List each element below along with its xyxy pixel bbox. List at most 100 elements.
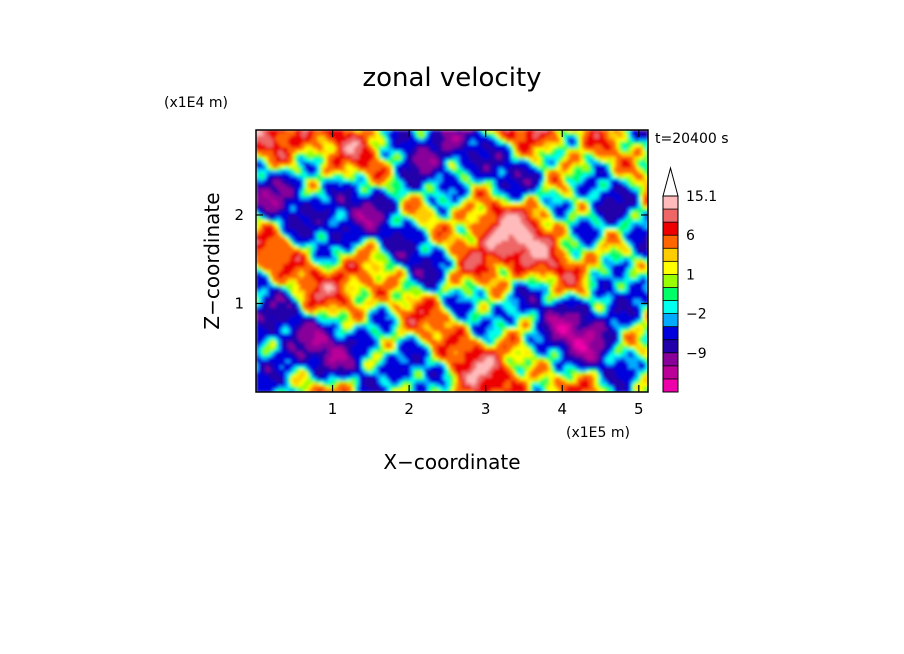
heatmap-cell xyxy=(363,156,367,160)
heatmap-cell xyxy=(427,135,431,140)
heatmap-cell xyxy=(621,170,625,175)
heatmap-cell xyxy=(567,144,571,149)
heatmap-cell xyxy=(491,153,495,157)
heatmap-cell xyxy=(569,162,573,166)
heatmap-cell xyxy=(618,170,622,175)
heatmap-cell xyxy=(459,153,463,157)
heatmap-cell xyxy=(638,159,642,163)
heatmap-cell xyxy=(385,167,389,172)
heatmap-cell xyxy=(606,141,610,146)
heatmap-cell xyxy=(371,167,375,172)
heatmap-cell xyxy=(562,138,566,143)
heatmap-cell xyxy=(625,167,629,172)
heatmap-cell xyxy=(278,176,282,181)
heatmap-cell xyxy=(287,135,291,140)
heatmap-cell xyxy=(280,132,284,137)
heatmap-cell xyxy=(292,130,296,134)
heatmap-cell xyxy=(542,138,546,143)
heatmap-cell xyxy=(569,164,573,169)
heatmap-cell xyxy=(579,138,583,143)
heatmap-cell xyxy=(368,164,372,169)
heatmap-cell xyxy=(594,144,598,149)
heatmap-cell xyxy=(280,176,284,181)
heatmap-cell xyxy=(349,144,353,149)
heatmap-cell xyxy=(640,153,644,157)
heatmap-cell xyxy=(584,153,588,157)
heatmap-cell xyxy=(427,130,431,134)
heatmap-cell xyxy=(572,159,576,163)
heatmap-cell xyxy=(554,176,558,181)
heatmap-cell xyxy=(278,150,282,154)
heatmap-cell xyxy=(285,170,289,175)
heatmap-cell xyxy=(341,135,345,140)
heatmap-cell xyxy=(576,176,580,181)
heatmap-cell xyxy=(300,150,304,154)
heatmap-cell xyxy=(466,147,470,151)
heatmap-cell xyxy=(456,135,460,140)
heatmap-cell xyxy=(547,176,551,181)
heatmap-cell xyxy=(346,150,350,154)
heatmap-cell xyxy=(513,167,517,172)
heatmap-cell xyxy=(317,164,321,169)
heatmap-cell xyxy=(422,153,426,157)
heatmap-cell xyxy=(562,170,566,175)
heatmap-cell xyxy=(616,173,620,178)
heatmap-cell xyxy=(591,156,595,160)
heatmap-cell xyxy=(295,162,299,166)
heatmap-cell xyxy=(584,159,588,163)
heatmap-cell xyxy=(258,173,262,178)
heatmap-cell xyxy=(537,159,541,163)
heatmap-cell xyxy=(334,176,338,181)
heatmap-cell xyxy=(434,141,438,146)
heatmap-cell xyxy=(434,176,438,181)
heatmap-cell xyxy=(439,141,443,146)
heatmap-cell xyxy=(390,176,394,181)
heatmap-cell xyxy=(540,167,544,172)
heatmap-cell xyxy=(557,150,561,154)
heatmap-cell xyxy=(427,164,431,169)
heatmap-cell xyxy=(466,173,470,178)
heatmap-cell xyxy=(503,159,507,163)
heatmap-cell xyxy=(336,162,340,166)
heatmap-cell xyxy=(361,150,365,154)
heatmap-cell xyxy=(518,135,522,140)
heatmap-cell xyxy=(589,153,593,157)
heatmap-cell xyxy=(376,153,380,157)
heatmap-cell xyxy=(481,162,485,166)
heatmap-cell xyxy=(630,164,634,169)
heatmap-cell xyxy=(510,135,514,140)
heatmap-cell xyxy=(535,153,539,157)
heatmap-cell xyxy=(520,173,524,178)
heatmap-cell xyxy=(606,132,610,137)
heatmap-cell xyxy=(393,135,397,140)
heatmap-cell xyxy=(520,130,524,134)
heatmap-cell xyxy=(518,173,522,178)
heatmap-cell xyxy=(405,132,409,137)
heatmap-cell xyxy=(324,164,328,169)
heatmap-cell xyxy=(388,130,392,134)
heatmap-cell xyxy=(476,138,480,143)
heatmap-cell xyxy=(505,153,509,157)
heatmap-cell xyxy=(400,170,404,175)
heatmap-cell xyxy=(314,176,318,181)
heatmap-cell xyxy=(292,144,296,149)
heatmap-cell xyxy=(290,132,294,137)
heatmap-cell xyxy=(542,130,546,134)
heatmap-cell xyxy=(346,132,350,137)
heatmap-cell xyxy=(591,164,595,169)
heatmap-cell xyxy=(572,138,576,143)
heatmap-cell xyxy=(449,170,453,175)
heatmap-cell xyxy=(292,156,296,160)
heatmap-cell xyxy=(439,147,443,151)
heatmap-cell xyxy=(498,135,502,140)
heatmap-cell xyxy=(535,159,539,163)
heatmap-cell xyxy=(380,170,384,175)
heatmap-cell xyxy=(400,156,404,160)
heatmap-cell xyxy=(498,130,502,134)
heatmap-cell xyxy=(405,135,409,140)
heatmap-cell xyxy=(613,132,617,137)
heatmap-cell xyxy=(327,138,331,143)
heatmap-cell xyxy=(564,173,568,178)
heatmap-cell xyxy=(327,170,331,175)
heatmap-cell xyxy=(496,162,500,166)
